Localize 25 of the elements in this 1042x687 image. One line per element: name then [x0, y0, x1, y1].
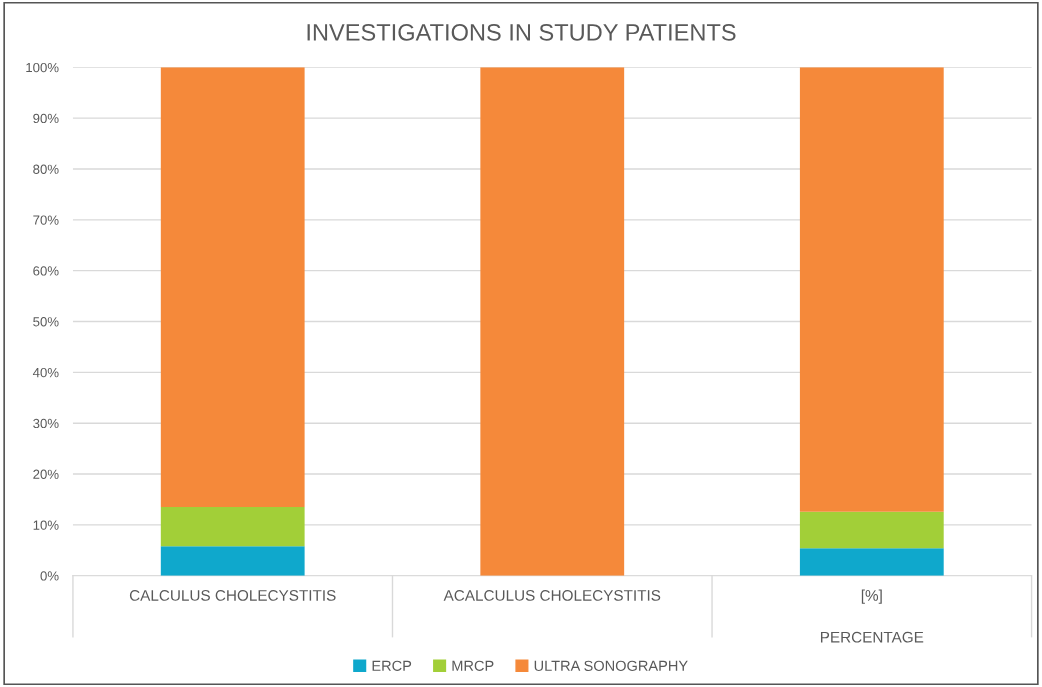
category-label: [%] PERCENTAGE [820, 589, 924, 643]
bar [480, 67, 625, 576]
y-tick-label: 60% [33, 266, 59, 276]
bar [160, 546, 305, 576]
bar [160, 507, 305, 547]
x-tick-label: CALCULUS CHOLECYSTITIS [129, 590, 336, 601]
y-tick-label: 40% [32, 367, 59, 378]
y-tick-label: 70% [33, 215, 59, 225]
bar [799, 548, 944, 576]
legend-label: ULTRA SONOGRAPHY [534, 660, 688, 671]
bar [160, 67, 305, 508]
x-tick-label: ACALCULUS CHOLECYSTITIS [443, 590, 661, 601]
y-tick-label: 100% [26, 62, 59, 73]
y-tick-label: 80% [33, 164, 59, 174]
bar [799, 511, 944, 549]
bar [799, 67, 944, 512]
y-tick-label: 20% [33, 469, 59, 479]
y-tick-label: 50% [33, 317, 59, 327]
legend-label: MRCP [452, 660, 494, 671]
chart-title: INVESTIGATIONS IN STUDY PATIENTS [307, 23, 736, 41]
legend-label: ERCP [372, 660, 412, 671]
y-tick-label: 10% [33, 520, 59, 530]
y-tick-label: 30% [33, 418, 59, 429]
y-tick-label: 0% [40, 571, 59, 581]
y-tick-label: 90% [33, 113, 59, 124]
